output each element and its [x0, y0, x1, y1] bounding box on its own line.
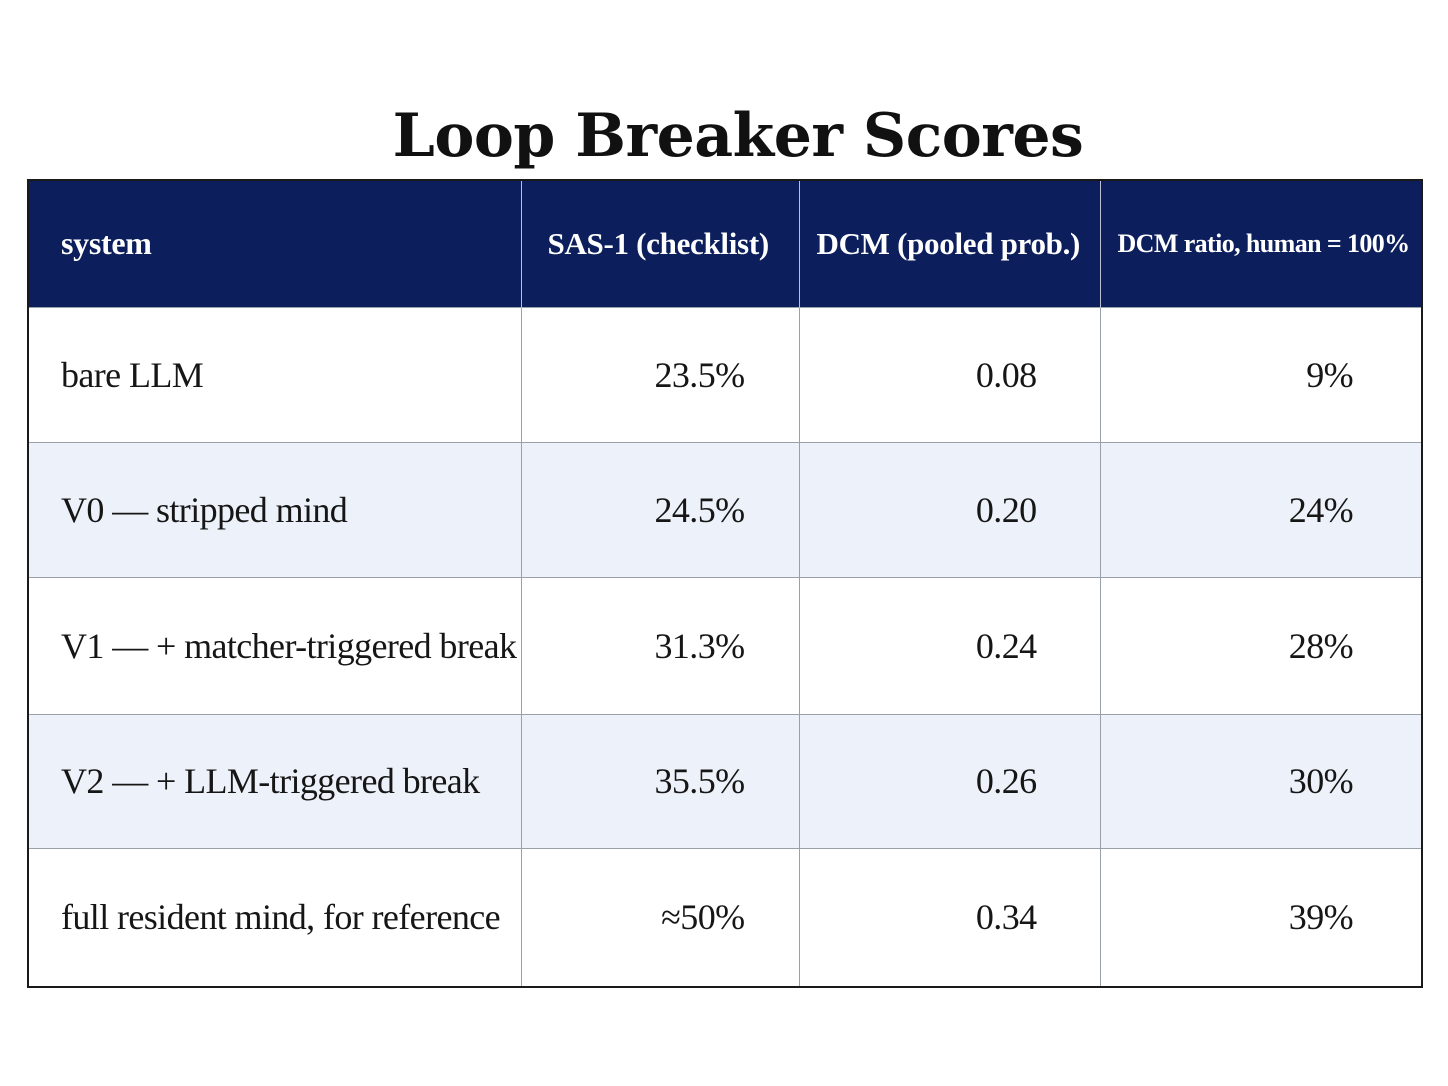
table-body: bare LLM 23.5% 0.08 9% V0 — stripped min… [28, 306, 1422, 987]
cell-dcm-ratio: 24% [1100, 441, 1422, 577]
cell-dcm-ratio: 39% [1100, 847, 1422, 987]
cell-dcm: 0.24 [799, 576, 1101, 714]
cell-system: full resident mind, for reference [28, 847, 522, 987]
cell-dcm: 0.20 [799, 441, 1101, 577]
page-title: Loop Breaker Scores [392, 101, 1084, 172]
cell-sas-1: 35.5% [521, 713, 800, 848]
cell-sas-1: 31.3% [521, 576, 800, 714]
cell-system: V0 — stripped mind [28, 441, 522, 577]
cell-system: V2 — + LLM-triggered break [28, 713, 522, 848]
table-row: V2 — + LLM-triggered break 35.5% 0.26 30… [28, 713, 1422, 848]
header-row: system SAS-1 (checklist) DCM (pooled pro… [28, 180, 1422, 307]
cell-dcm: 0.34 [799, 847, 1101, 987]
scores-table: system SAS-1 (checklist) DCM (pooled pro… [27, 179, 1423, 988]
cell-sas-1: 24.5% [521, 441, 800, 577]
header-system: system [28, 180, 522, 307]
table-header: system SAS-1 (checklist) DCM (pooled pro… [28, 180, 1422, 307]
cell-system: V1 — + matcher-triggered break [28, 576, 522, 714]
table-row: bare LLM 23.5% 0.08 9% [28, 306, 1422, 442]
cell-system: bare LLM [28, 306, 522, 442]
cell-sas-1: 23.5% [521, 306, 800, 442]
header-sas-1: SAS-1 (checklist) [521, 180, 800, 307]
header-dcm-ratio: DCM ratio, human = 100% [1117, 228, 1411, 258]
table-row: V0 — stripped mind 24.5% 0.20 24% [28, 441, 1422, 577]
header-dcm: DCM (pooled prob.) [799, 180, 1101, 307]
table-row: V1 — + matcher-triggered break 31.3% 0.2… [28, 576, 1422, 714]
cell-dcm: 0.26 [799, 713, 1101, 848]
cell-dcm-ratio: 28% [1100, 576, 1422, 714]
cell-dcm-ratio: 30% [1100, 713, 1422, 848]
cell-sas-1: ≈50% [521, 847, 800, 987]
table-row: full resident mind, for reference ≈50% 0… [28, 847, 1422, 987]
cell-dcm-ratio: 9% [1100, 306, 1422, 442]
cell-dcm: 0.08 [799, 306, 1101, 442]
